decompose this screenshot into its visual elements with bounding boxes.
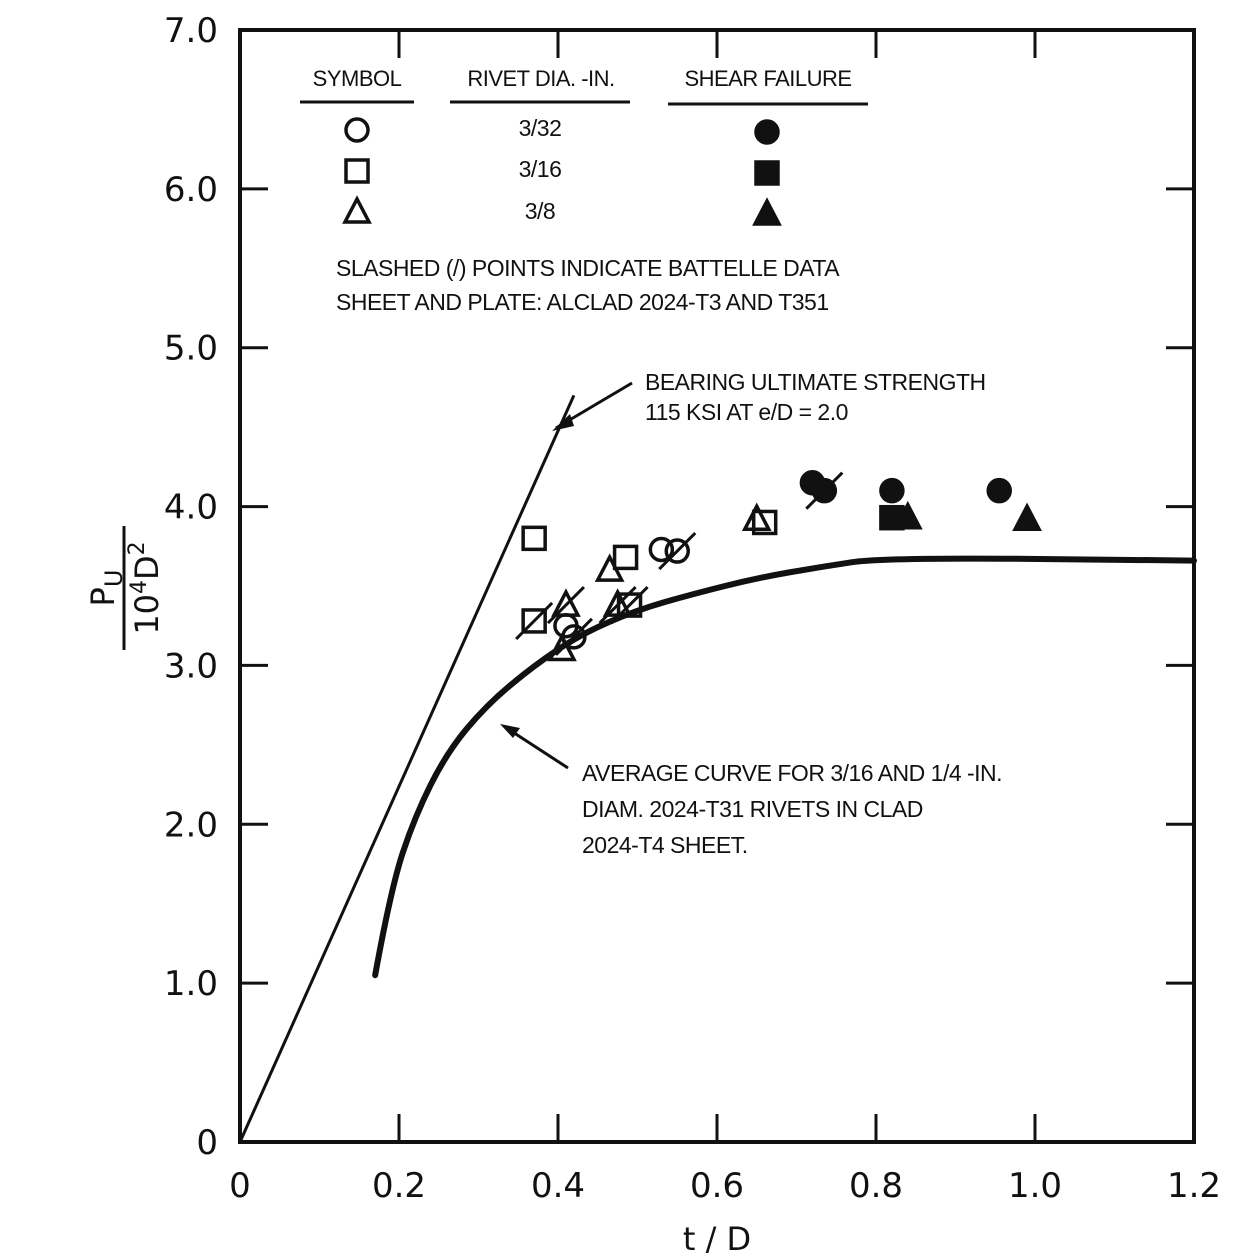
legend-filled-triangle-icon (752, 197, 782, 226)
slash-mark (554, 617, 593, 656)
x-tick-label: 0.6 (690, 1166, 744, 1206)
y-tick-label: 6.0 (164, 170, 218, 210)
open-triangle-point (741, 502, 772, 532)
svg-text:104D2: 104D2 (125, 541, 166, 634)
filled-circle-point (986, 477, 1012, 504)
legend-open-circle-icon (344, 117, 370, 143)
legend-note-line-1: SLASHED (/) POINTS INDICATE BATTELLE DAT… (336, 255, 840, 281)
y-tick-label: 1.0 (164, 964, 218, 1004)
reference-lines (238, 394, 1197, 1143)
x-tick-label: 0.8 (849, 1166, 903, 1206)
open-circle-point (648, 536, 675, 563)
open-circle-point-slashed (658, 531, 697, 571)
open-square-point (521, 525, 547, 552)
y-tick-label: 4.0 (164, 488, 218, 528)
average-curve (372, 555, 1197, 979)
legend-symbols (342, 117, 782, 226)
average-curve-label-line-3: 2024-T4 SHEET. (582, 832, 748, 858)
y-title-var: D (128, 555, 166, 580)
svg-text:PU: PU (84, 570, 128, 607)
y-tick-label: 2.0 (164, 805, 218, 845)
open-triangle-point (594, 553, 625, 582)
y-tick-label: 3.0 (164, 646, 218, 686)
x-tick-label: 0.4 (531, 1166, 585, 1206)
open-square-point-slashed (515, 601, 554, 641)
y-tick-label: 7.0 (164, 11, 218, 51)
x-tick-label: 0 (229, 1166, 251, 1206)
average-curve-label-line-2: DIAM. 2024-T31 RIVETS IN CLAD (582, 796, 923, 822)
x-axis-title: t / D (683, 1220, 751, 1258)
slash-mark (515, 601, 554, 641)
legend-filled-square-icon (754, 160, 780, 186)
legend-open-triangle-icon (342, 195, 372, 224)
y-title-sup: 4 (127, 580, 152, 594)
legend-dia-3-8: 3/8 (525, 198, 555, 224)
y-title-sup2: 2 (125, 541, 150, 555)
slash-mark (610, 586, 649, 625)
y-title-p-sub: U (100, 570, 128, 588)
average-arrow-head (500, 724, 520, 738)
filled-triangle-point (892, 500, 923, 530)
legend-note-line-2: SHEET AND PLATE: ALCLAD 2024-T3 AND T351 (336, 289, 829, 315)
x-tick-label: 0.2 (372, 1166, 426, 1206)
slash-mark (546, 586, 586, 625)
bearing-label-line-2: 115 KSI AT e/D = 2.0 (645, 399, 848, 425)
slash-mark (598, 586, 637, 625)
axis-tick-labels: 0 0.2 0.4 0.6 0.8 1.0 1.2 0 1.0 2.0 3.0 4.0 5.0 6.0 7.… (164, 11, 1221, 1206)
open-triangle-point (547, 632, 577, 662)
legend-open-square-icon (344, 158, 370, 184)
x-tick-label: 1.0 (1008, 1166, 1062, 1206)
legend: SYMBOL RIVET DIA. -IN. SHEAR FAILURE 3/3… (300, 66, 868, 315)
filled-circle-point-slashed (805, 471, 844, 510)
y-title-p: P (84, 587, 122, 606)
x-tick-label: 1.2 (1167, 1166, 1221, 1206)
legend-dia-3-32: 3/32 (519, 115, 562, 141)
open-square-point (751, 509, 778, 536)
legend-dia-3-16: 3/16 (519, 156, 562, 182)
legend-header-symbol: SYMBOL (313, 66, 402, 91)
slash-mark (805, 471, 844, 510)
legend-header-rivet: RIVET DIA. -IN. (467, 66, 614, 91)
y-title-base: 10 (128, 594, 166, 635)
data-markers (515, 469, 1042, 662)
open-triangle-point-slashed (546, 586, 586, 625)
y-axis-title: PU 104D2 (84, 526, 166, 650)
filled-circle-point (879, 477, 905, 504)
open-square-point (612, 544, 639, 571)
bearing-label-line-1: BEARING ULTIMATE STRENGTH (645, 369, 986, 395)
y-tick-label: 0 (196, 1123, 218, 1163)
y-tick-label: 5.0 (164, 329, 218, 369)
legend-header-shear: SHEAR FAILURE (684, 66, 851, 91)
bearing-strength-line (238, 394, 576, 1143)
legend-filled-circle-icon (754, 119, 780, 145)
slash-mark (658, 531, 697, 571)
filled-triangle-point (1012, 502, 1042, 532)
open-triangle-point-slashed (598, 586, 637, 625)
average-curve-label-line-1: AVERAGE CURVE FOR 3/16 AND 1/4 -IN. (582, 760, 1002, 786)
axis-ticks (240, 30, 1194, 1142)
